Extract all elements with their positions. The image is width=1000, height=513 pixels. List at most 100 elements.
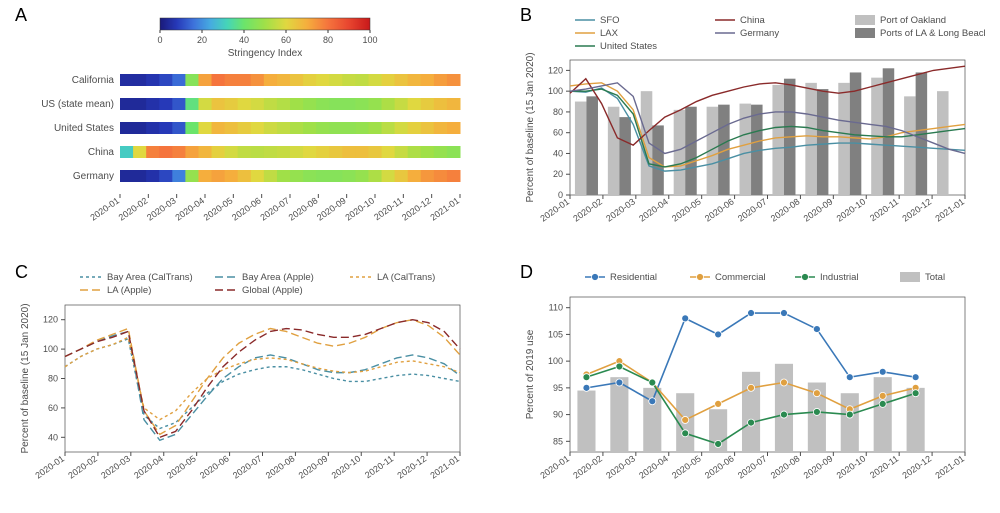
svg-text:0: 0 [157,35,162,45]
svg-text:California: California [72,75,115,86]
svg-text:105: 105 [548,329,563,339]
svg-text:2020-09: 2020-09 [315,195,348,222]
svg-text:2020-11: 2020-11 [372,195,404,222]
panel-A-label: A [15,5,27,26]
svg-text:Percent of 2019 use: Percent of 2019 use [525,329,536,419]
panel-C-label: C [15,262,28,283]
svg-text:90: 90 [553,409,563,419]
svg-text:2020-08: 2020-08 [769,453,802,480]
svg-text:100: 100 [362,35,377,45]
svg-text:80: 80 [553,107,563,117]
svg-text:2020-11: 2020-11 [868,196,900,223]
svg-text:2020-04: 2020-04 [132,453,165,480]
svg-text:Germany: Germany [73,171,114,182]
svg-text:40: 40 [239,35,249,45]
svg-text:2020-05: 2020-05 [202,195,235,222]
panel-B-label: B [520,5,532,26]
svg-text:Commercial: Commercial [715,272,766,283]
svg-text:2020-10: 2020-10 [835,453,868,480]
svg-text:2021-01: 2021-01 [428,453,461,480]
svg-text:2020-07: 2020-07 [258,195,291,222]
panel-A: A 020406080100Stringency IndexCalifornia… [10,10,485,247]
svg-text:2020-03: 2020-03 [99,453,132,480]
svg-text:China: China [88,147,115,158]
svg-text:2020-01: 2020-01 [538,196,571,223]
svg-text:US (state mean): US (state mean) [41,99,114,110]
svg-text:2020-10: 2020-10 [330,453,363,480]
svg-text:United States: United States [54,123,114,134]
svg-text:2020-02: 2020-02 [571,453,604,480]
svg-text:2020-05: 2020-05 [670,453,703,480]
svg-text:Germany: Germany [740,28,779,39]
svg-text:2020-12: 2020-12 [900,196,933,223]
svg-text:Bay Area (CalTrans): Bay Area (CalTrans) [107,272,193,283]
svg-text:2020-06: 2020-06 [703,196,736,223]
svg-text:Residential: Residential [610,272,657,283]
svg-text:2020-02: 2020-02 [117,195,150,222]
svg-text:60: 60 [553,128,563,138]
svg-text:Global (Apple): Global (Apple) [242,285,303,296]
panel-B-svg: SFO China Port of Oakland LAX Germany Ports o… [515,10,985,245]
svg-text:Percent of baseline (15 Jan 20: Percent of baseline (15 Jan 2020) [525,52,536,202]
svg-text:2021-01: 2021-01 [933,196,966,223]
svg-text:110: 110 [549,302,563,312]
svg-text:2020-12: 2020-12 [900,453,933,480]
svg-text:2020-05: 2020-05 [165,453,198,480]
svg-text:100: 100 [43,344,58,354]
svg-text:80: 80 [323,35,333,45]
panel-C-svg: Bay Area (CalTrans)Bay Area (Apple)LA (C… [10,267,480,502]
panel-D-label: D [520,262,533,283]
svg-text:2020-01: 2020-01 [33,453,66,480]
svg-text:2020-06: 2020-06 [703,453,736,480]
svg-text:LA (Apple): LA (Apple) [107,285,151,296]
svg-text:2020-09: 2020-09 [297,453,330,480]
svg-text:120: 120 [43,314,58,324]
svg-text:2020-07: 2020-07 [231,453,264,480]
svg-text:2020-02: 2020-02 [571,196,604,223]
svg-text:40: 40 [553,148,563,158]
panel-C: C Bay Area (CalTrans)Bay Area (Apple)LA … [10,267,485,504]
svg-text:2020-09: 2020-09 [802,196,835,223]
svg-text:2020-03: 2020-03 [604,196,637,223]
svg-text:2020-12: 2020-12 [400,195,433,222]
panel-A-svg: 020406080100Stringency IndexCaliforniaUS… [10,10,480,245]
svg-text:80: 80 [48,373,58,383]
svg-text:2020-08: 2020-08 [287,195,320,222]
svg-text:Total: Total [925,272,945,283]
svg-text:95: 95 [553,382,563,392]
svg-text:Stringency Index: Stringency Index [228,48,303,59]
svg-text:2020-03: 2020-03 [145,195,178,222]
svg-text:2020-01: 2020-01 [88,195,121,222]
svg-text:2020-10: 2020-10 [835,196,868,223]
svg-text:Ports of LA & Long Beach: Ports of LA & Long Beach [880,28,985,39]
svg-text:100: 100 [548,86,563,96]
svg-text:2020-07: 2020-07 [736,196,769,223]
svg-text:Port of Oakland: Port of Oakland [880,15,946,26]
svg-text:SFO: SFO [600,15,620,26]
svg-text:2020-04: 2020-04 [637,453,670,480]
svg-text:2020-12: 2020-12 [395,453,428,480]
svg-text:2020-11: 2020-11 [363,453,395,480]
svg-text:20: 20 [197,35,207,45]
svg-text:85: 85 [553,436,563,446]
svg-text:2020-10: 2020-10 [343,195,376,222]
svg-text:2020-05: 2020-05 [670,196,703,223]
svg-text:2020-04: 2020-04 [637,196,670,223]
svg-text:2020-08: 2020-08 [769,196,802,223]
svg-text:40: 40 [48,432,58,442]
panel-D: D ResidentialCommercialIndustrialTotal85… [515,267,990,504]
svg-text:60: 60 [48,402,58,412]
svg-text:LAX: LAX [600,28,619,39]
svg-text:2021-01: 2021-01 [428,195,461,222]
svg-text:2020-06: 2020-06 [230,195,263,222]
svg-text:2020-02: 2020-02 [66,453,99,480]
svg-text:United States: United States [600,41,657,52]
svg-text:100: 100 [548,356,563,366]
panel-B: B SFOChinaPort of OaklandLAXGermanyPorts… [515,10,990,247]
svg-text:China: China [740,15,766,26]
svg-text:Bay Area (Apple): Bay Area (Apple) [242,272,314,283]
panel-D-svg: Residential Commercial Industrial Total 85 90… [515,267,985,502]
svg-text:Percent of baseline (15 Jan 20: Percent of baseline (15 Jan 2020) [20,303,31,453]
svg-text:Industrial: Industrial [820,272,859,283]
svg-text:2020-09: 2020-09 [802,453,835,480]
